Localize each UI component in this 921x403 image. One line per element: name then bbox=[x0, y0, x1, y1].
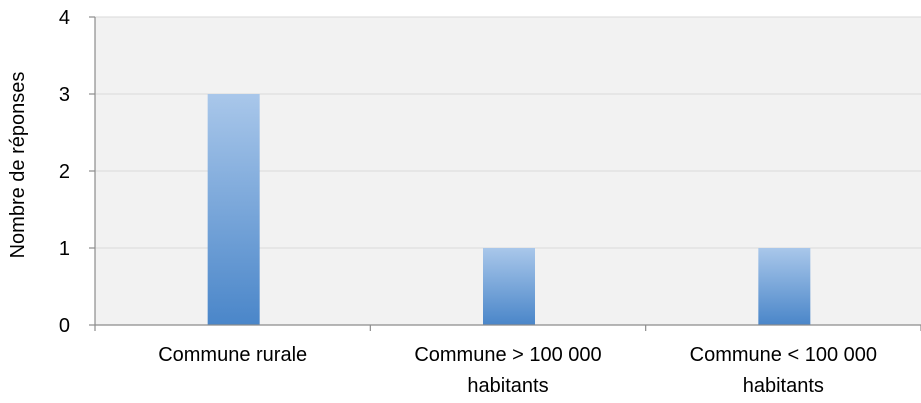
x-category-label: Commune < 100 000 habitants bbox=[690, 344, 877, 397]
x-category-labels: Commune rurale Commune > 100 000 habitants… bbox=[158, 344, 877, 397]
y-tick-labels: 0 1 2 3 4 bbox=[59, 7, 70, 337]
y-tick-label: 2 bbox=[59, 161, 70, 183]
x-category-label: Commune > 100 000 habitants bbox=[414, 344, 601, 397]
y-tick-label: 4 bbox=[59, 7, 70, 29]
bar bbox=[207, 94, 260, 325]
y-tick-label: 3 bbox=[59, 84, 70, 106]
bar bbox=[483, 248, 535, 325]
y-tick-label: 0 bbox=[59, 315, 70, 337]
x-category-label: Commune rurale bbox=[158, 344, 307, 366]
y-tick-label: 1 bbox=[59, 238, 70, 260]
bar bbox=[758, 248, 811, 325]
y-axis-title: Nombre de réponses bbox=[7, 72, 29, 259]
bars bbox=[207, 94, 811, 325]
axes bbox=[89, 16, 921, 331]
